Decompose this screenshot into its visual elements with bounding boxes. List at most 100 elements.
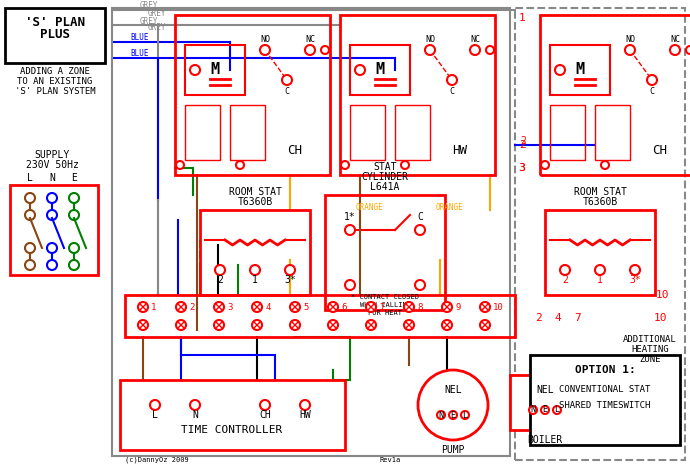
Circle shape <box>290 320 300 330</box>
Circle shape <box>341 161 349 169</box>
Circle shape <box>260 400 270 410</box>
Circle shape <box>355 65 365 75</box>
Text: 4: 4 <box>265 302 270 312</box>
Circle shape <box>686 46 690 54</box>
Text: N: N <box>439 410 444 419</box>
Text: HW: HW <box>299 410 311 420</box>
Circle shape <box>630 265 640 275</box>
Text: SHARED TIMESWITCH: SHARED TIMESWITCH <box>560 401 651 410</box>
Text: N: N <box>49 173 55 183</box>
Text: L641A: L641A <box>371 182 400 192</box>
Text: GREY: GREY <box>148 8 166 17</box>
Circle shape <box>480 320 490 330</box>
Circle shape <box>601 161 609 169</box>
Text: * CONTACT CLOSED: * CONTACT CLOSED <box>351 294 419 300</box>
Text: 230V 50Hz: 230V 50Hz <box>26 160 79 170</box>
Text: NC: NC <box>305 36 315 44</box>
Bar <box>530 355 680 445</box>
Text: L: L <box>27 173 33 183</box>
Text: 2: 2 <box>520 136 526 146</box>
Circle shape <box>47 210 57 220</box>
Circle shape <box>25 193 35 203</box>
Circle shape <box>190 65 200 75</box>
Circle shape <box>236 161 244 169</box>
Text: C: C <box>649 88 655 96</box>
Bar <box>120 380 345 450</box>
Text: 3: 3 <box>519 163 525 173</box>
Circle shape <box>176 302 186 312</box>
Bar <box>185 45 245 95</box>
Circle shape <box>404 302 414 312</box>
Circle shape <box>670 45 680 55</box>
Circle shape <box>252 302 262 312</box>
Text: OPTION 1:: OPTION 1: <box>575 365 635 375</box>
Bar <box>350 105 385 160</box>
Text: CH: CH <box>288 144 302 156</box>
Text: 7: 7 <box>379 302 384 312</box>
Circle shape <box>486 46 494 54</box>
Text: M: M <box>375 63 384 78</box>
Text: BLUE: BLUE <box>130 50 148 58</box>
Bar <box>10 185 98 275</box>
Bar <box>230 105 265 160</box>
Text: (c)DannyOz 2009: (c)DannyOz 2009 <box>125 457 189 463</box>
Text: 2: 2 <box>519 140 525 150</box>
Text: NO: NO <box>260 36 270 44</box>
Text: 1: 1 <box>151 302 157 312</box>
Circle shape <box>214 302 224 312</box>
Bar <box>540 15 690 175</box>
Text: 10: 10 <box>653 313 667 323</box>
Circle shape <box>321 46 329 54</box>
Circle shape <box>345 225 355 235</box>
Bar <box>550 105 585 160</box>
Text: 'S' PLAN: 'S' PLAN <box>25 15 85 29</box>
Circle shape <box>425 45 435 55</box>
Text: SUPPLY: SUPPLY <box>34 150 70 160</box>
Circle shape <box>69 260 79 270</box>
Circle shape <box>345 280 355 290</box>
Text: GREY: GREY <box>140 17 159 27</box>
Circle shape <box>328 320 338 330</box>
Circle shape <box>260 45 270 55</box>
Circle shape <box>282 75 292 85</box>
Circle shape <box>418 370 488 440</box>
Circle shape <box>250 265 260 275</box>
Text: L: L <box>462 410 468 419</box>
Text: 5: 5 <box>303 302 308 312</box>
Text: GREY: GREY <box>148 23 166 32</box>
Bar <box>112 8 510 456</box>
Text: N: N <box>192 410 198 420</box>
Text: C: C <box>417 212 423 222</box>
Text: C: C <box>284 88 290 96</box>
Text: PLUS: PLUS <box>40 29 70 42</box>
Text: HEATING: HEATING <box>631 345 669 354</box>
Circle shape <box>176 320 186 330</box>
Text: ORANGE: ORANGE <box>356 203 384 212</box>
Text: E: E <box>451 410 455 419</box>
Text: 4: 4 <box>555 313 562 323</box>
Text: ADDING A ZONE: ADDING A ZONE <box>20 67 90 76</box>
Text: CONVENTIONAL STAT: CONVENTIONAL STAT <box>560 386 651 395</box>
Text: 1: 1 <box>252 275 258 285</box>
Circle shape <box>447 75 457 85</box>
Bar <box>395 105 430 160</box>
Text: ZONE: ZONE <box>639 356 661 365</box>
Text: 2: 2 <box>217 275 223 285</box>
Circle shape <box>328 302 338 312</box>
Text: ADDITIONAL: ADDITIONAL <box>623 336 677 344</box>
Text: STAT: STAT <box>373 162 397 172</box>
Text: NC: NC <box>670 36 680 44</box>
Circle shape <box>138 320 148 330</box>
Circle shape <box>366 302 376 312</box>
Circle shape <box>449 411 457 419</box>
Circle shape <box>69 193 79 203</box>
Bar <box>200 210 310 295</box>
Text: TO AN EXISTING: TO AN EXISTING <box>17 78 92 87</box>
Circle shape <box>69 210 79 220</box>
Bar <box>5 8 105 63</box>
Circle shape <box>215 265 225 275</box>
Text: 9: 9 <box>455 302 460 312</box>
Text: BLUE: BLUE <box>130 34 148 43</box>
Text: FOR HEAT: FOR HEAT <box>368 310 402 316</box>
Text: E: E <box>71 173 77 183</box>
